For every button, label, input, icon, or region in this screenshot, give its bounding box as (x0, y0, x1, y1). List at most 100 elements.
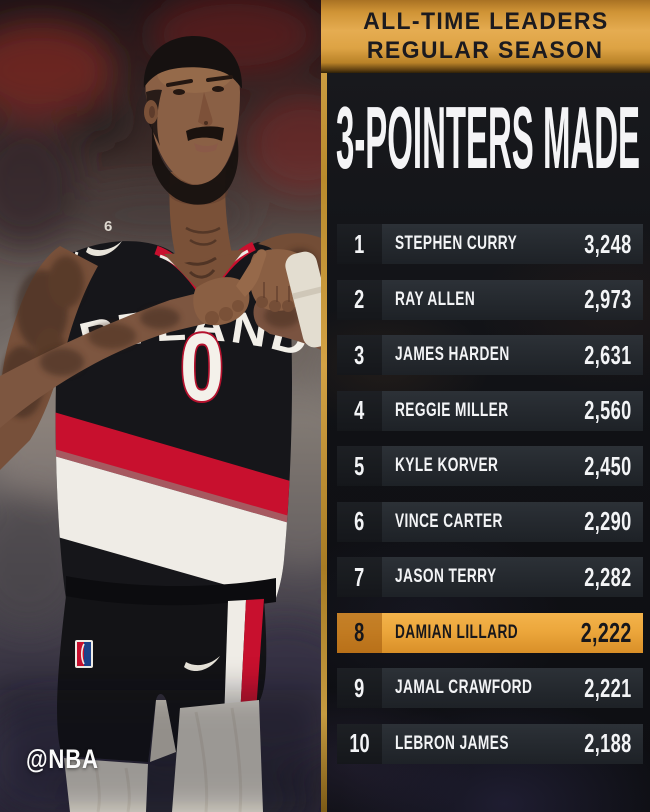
player-name: JASON TERRY (382, 557, 564, 597)
stat-value-text: 2,282 (584, 561, 632, 592)
hair (143, 36, 243, 89)
nba-watermark: @NBA (26, 744, 99, 774)
stat-value: 2,560 (564, 391, 643, 431)
player-name: KYLE KORVER (382, 446, 564, 486)
header-line-1: ALL-TIME LEADERS (362, 7, 609, 35)
shorts-waistband (66, 576, 276, 610)
shorts-swoosh-icon (184, 656, 220, 672)
stat-title: 3-POINTERS MADE (336, 88, 640, 187)
leaderboard-row: 2 RAY ALLEN 2,973 (337, 279, 643, 320)
rank-number-text: 5 (354, 450, 365, 481)
neck-tattoo (185, 226, 221, 246)
player-name-text: VINCE CARTER (395, 510, 503, 532)
player-name-text: JAMES HARDEN (395, 344, 510, 365)
leaderboard-row: 7 JASON TERRY 2,282 (337, 557, 643, 597)
player-photo: RTLAND 0 6 (0, 0, 321, 812)
header-line-2: REGULAR SEASON (367, 36, 604, 64)
rank-number: 1 (337, 224, 382, 264)
jersey-sash-red (55, 408, 292, 532)
stat-value-text: 2,222 (581, 616, 632, 648)
player-name: LEBRON JAMES (382, 724, 564, 764)
player-name-text: KYLE KORVER (395, 455, 499, 476)
forearm-tattoos (40, 307, 180, 376)
leaderboard-row: 3 JAMES HARDEN 2,631 (337, 335, 643, 375)
rank-number: 3 (337, 335, 382, 375)
leaderboard-row: 9 JAMAL CRAWFORD 2,221 (337, 668, 643, 708)
stat-value: 2,282 (564, 557, 643, 597)
lips (194, 143, 218, 153)
rank-number: 4 (337, 390, 382, 431)
rank-number: 7 (337, 557, 382, 597)
eyebrow-left (166, 79, 193, 87)
stat-value-text: 2,631 (584, 339, 632, 370)
leaderboard-row-highlighted: 8 DAMIAN LILLARD 2,222 (337, 612, 643, 653)
mustache (186, 126, 224, 141)
player-name: STEPHEN CURRY (382, 224, 564, 264)
leaderboard-row: 5 KYLE KORVER 2,450 (337, 446, 643, 486)
stat-value-text: 3,248 (584, 228, 632, 259)
rank-number: 9 (337, 668, 382, 708)
folded-fingers (205, 300, 244, 325)
rank-number-text: 2 (354, 284, 365, 314)
sponsor-patch: 6 (104, 218, 112, 235)
player-name-text: LEBRON JAMES (395, 732, 509, 754)
vignette (0, 690, 321, 812)
stat-value-text: 2,290 (584, 506, 632, 536)
eyebrow-right (206, 75, 233, 82)
stat-value: 2,222 (559, 613, 643, 653)
player-photo-illustration: RTLAND 0 6 (0, 0, 321, 812)
player-name-text: JAMAL CRAWFORD (395, 677, 533, 698)
player-name: VINCE CARTER (382, 502, 564, 542)
stat-value: 2,450 (564, 446, 643, 486)
leaderboard-row: 4 REGGIE MILLER 2,560 (337, 390, 643, 431)
rank-number: 2 (337, 279, 382, 320)
jersey-sash-white (55, 452, 292, 598)
eye-right (212, 86, 224, 92)
leaderboard: 1 STEPHEN CURRY 3,248 2 RAY ALLEN 2,973 3 JAMES… (337, 224, 643, 779)
rank-number-text: 10 (349, 728, 370, 758)
nba-logo-patch (75, 640, 93, 668)
rank-number-text: 3 (354, 339, 365, 370)
player-name: DAMIAN LILLARD (382, 613, 559, 653)
stat-title-text: 3-POINTERS MADE (336, 88, 640, 187)
stat-value: 3,248 (564, 224, 643, 264)
shorts-stripe-red (240, 599, 264, 718)
stat-value-text: 2,450 (584, 450, 632, 481)
stat-value-text: 2,560 (584, 395, 632, 425)
jersey-swoosh-icon (86, 241, 122, 257)
rank-number-text: 8 (354, 617, 365, 647)
stat-value: 2,221 (564, 668, 643, 708)
panel-header: ALL-TIME LEADERS REGULAR SEASON (321, 0, 650, 73)
stat-value-text: 2,973 (584, 284, 632, 314)
wristband (285, 251, 321, 348)
stat-value: 2,188 (564, 724, 643, 764)
nose (198, 92, 213, 127)
player-name: JAMES HARDEN (382, 335, 564, 375)
eye-left (173, 89, 185, 95)
player-name-text: STEPHEN CURRY (395, 233, 518, 254)
jersey-number: 0 (180, 314, 224, 421)
rank-number: 10 (337, 723, 382, 764)
stat-value: 2,973 (564, 280, 643, 320)
leaderboard-row: 1 STEPHEN CURRY 3,248 (337, 224, 643, 264)
rank-number: 8 (337, 612, 382, 653)
rank-number-text: 4 (354, 395, 365, 425)
rank-number-text: 6 (354, 506, 365, 536)
player-name-text: DAMIAN LILLARD (395, 621, 519, 643)
gold-divider (321, 0, 327, 812)
rank-number-text: 1 (354, 228, 365, 259)
rank-number-text: 9 (354, 672, 365, 703)
player-name: REGGIE MILLER (382, 391, 564, 431)
player-name: JAMAL CRAWFORD (382, 668, 564, 708)
index-finger (236, 249, 267, 297)
player-name-text: REGGIE MILLER (395, 399, 509, 421)
player-name: RAY ALLEN (382, 280, 564, 320)
leaderboard-row: 10 LEBRON JAMES 2,188 (337, 723, 643, 764)
rank-number: 6 (337, 501, 382, 542)
leaderboard-row: 6 VINCE CARTER 2,290 (337, 501, 643, 542)
stat-value: 2,290 (564, 502, 643, 542)
stat-value: 2,631 (564, 335, 643, 375)
stat-value-text: 2,221 (584, 672, 632, 703)
stat-value-text: 2,188 (584, 728, 632, 758)
